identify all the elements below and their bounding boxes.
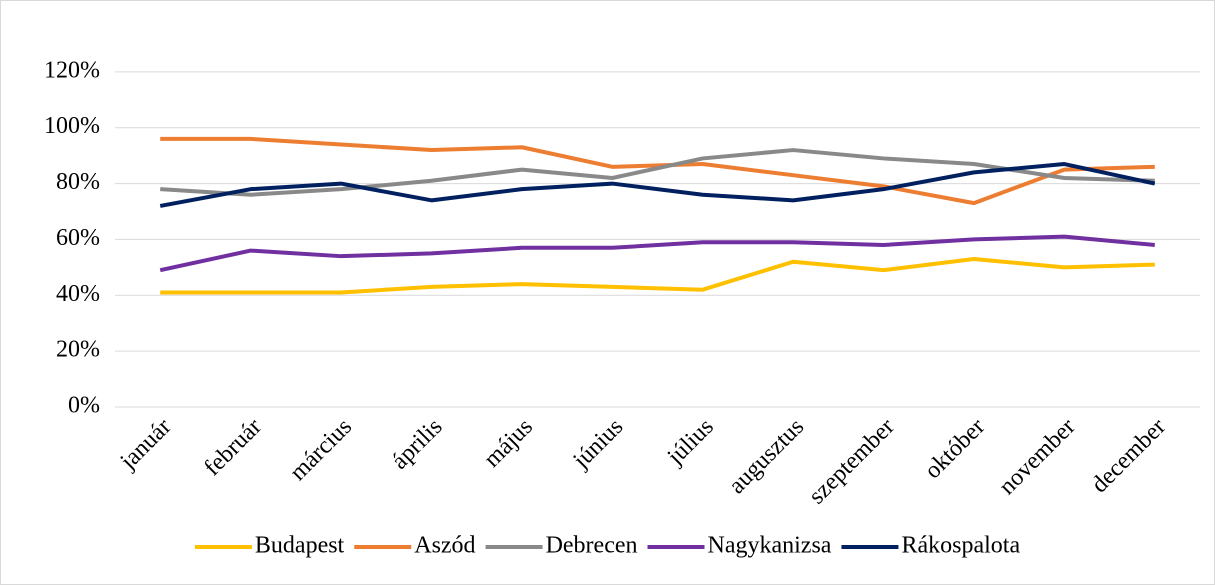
legend-label: Nagykanizsa — [708, 533, 832, 559]
y-tick-label: 60% — [56, 225, 100, 251]
y-tick-label: 40% — [56, 281, 100, 307]
y-tick-label: 100% — [44, 113, 100, 139]
legend-label: Rákospalota — [901, 533, 1020, 559]
series-line — [159, 234, 1155, 273]
legend-label: Aszód — [414, 533, 475, 559]
y-tick-label: 120% — [44, 57, 100, 83]
legend-label: Debrecen — [546, 533, 638, 559]
series-line — [160, 148, 1155, 197]
series-line — [159, 162, 1156, 208]
y-tick-label: 0% — [68, 393, 100, 419]
legend-label: Budapest — [255, 533, 345, 559]
series-line — [160, 256, 1155, 295]
y-tick-label: 20% — [56, 337, 100, 363]
y-tick-label: 80% — [56, 169, 100, 195]
series-line — [160, 136, 1155, 206]
